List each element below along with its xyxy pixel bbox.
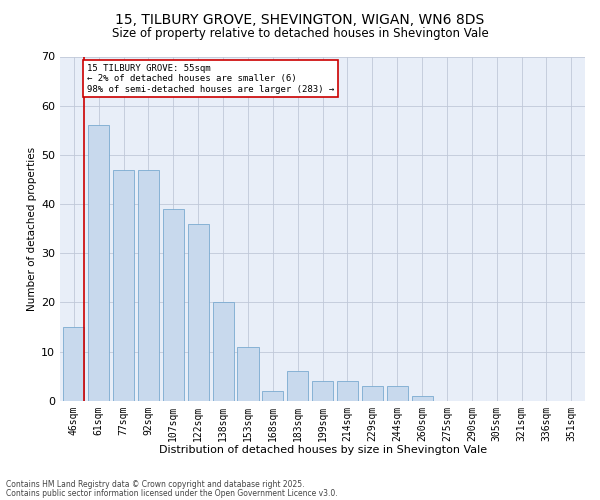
Bar	[262, 391, 283, 400]
Bar	[362, 386, 383, 400]
Bar	[412, 396, 433, 400]
Bar	[337, 381, 358, 400]
Bar	[163, 209, 184, 400]
Bar	[312, 381, 333, 400]
Bar	[138, 170, 159, 400]
Bar	[88, 126, 109, 400]
Text: Contains public sector information licensed under the Open Government Licence v3: Contains public sector information licen…	[6, 489, 338, 498]
Text: Size of property relative to detached houses in Shevington Vale: Size of property relative to detached ho…	[112, 28, 488, 40]
Bar	[212, 302, 233, 400]
Bar	[63, 327, 85, 400]
Bar	[386, 386, 408, 400]
Text: 15, TILBURY GROVE, SHEVINGTON, WIGAN, WN6 8DS: 15, TILBURY GROVE, SHEVINGTON, WIGAN, WN…	[115, 12, 485, 26]
Bar	[188, 224, 209, 400]
Bar	[287, 371, 308, 400]
Bar	[238, 346, 259, 401]
Y-axis label: Number of detached properties: Number of detached properties	[27, 146, 37, 310]
Text: 15 TILBURY GROVE: 55sqm
← 2% of detached houses are smaller (6)
98% of semi-deta: 15 TILBURY GROVE: 55sqm ← 2% of detached…	[87, 64, 334, 94]
Bar	[113, 170, 134, 400]
Text: Contains HM Land Registry data © Crown copyright and database right 2025.: Contains HM Land Registry data © Crown c…	[6, 480, 305, 489]
X-axis label: Distribution of detached houses by size in Shevington Vale: Distribution of detached houses by size …	[158, 445, 487, 455]
